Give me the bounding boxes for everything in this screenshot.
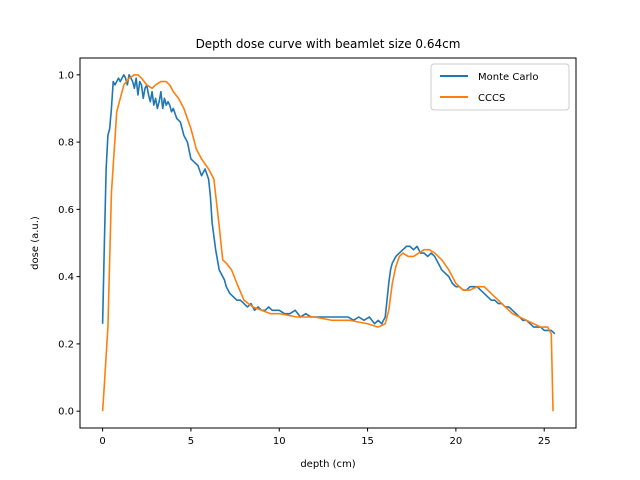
y-tick-label: 0.6 xyxy=(58,205,74,216)
series-line-cccs xyxy=(101,74,554,412)
y-tick-label: 0.4 xyxy=(58,272,74,283)
chart-title: Depth dose curve with beamlet size 0.64c… xyxy=(196,37,461,51)
y-tick-label: 0.8 xyxy=(58,138,74,149)
legend-label-cccs: CCCS xyxy=(478,93,505,104)
x-tick-label: 20 xyxy=(450,436,463,447)
x-axis: 0 5 10 15 20 25 xyxy=(99,428,551,447)
x-tick-label: 25 xyxy=(538,436,551,447)
x-tick-label: 15 xyxy=(361,436,374,447)
x-tick-label: 0 xyxy=(99,436,105,447)
y-tick-label: 0.2 xyxy=(58,339,74,350)
legend: Monte Carlo CCCS xyxy=(430,63,570,111)
y-axis: 0.0 0.2 0.4 0.6 0.8 1.0 xyxy=(58,70,80,418)
y-tick-label: 1.0 xyxy=(58,70,74,81)
y-axis-label: dose (a.u.) xyxy=(30,216,41,270)
axes-frame xyxy=(79,57,577,429)
y-tick-label: 0.0 xyxy=(58,407,74,418)
x-tick-label: 5 xyxy=(188,436,194,447)
legend-label-monte-carlo: Monte Carlo xyxy=(478,72,538,83)
series-line-monte-carlo xyxy=(101,74,556,335)
x-axis-label: depth (cm) xyxy=(300,459,355,470)
series-lines xyxy=(101,74,556,412)
plot-area: 0 5 10 15 20 25 0.0 0.2 0.4 0.6 0.8 1.0 xyxy=(58,57,577,447)
x-tick-label: 10 xyxy=(273,436,286,447)
